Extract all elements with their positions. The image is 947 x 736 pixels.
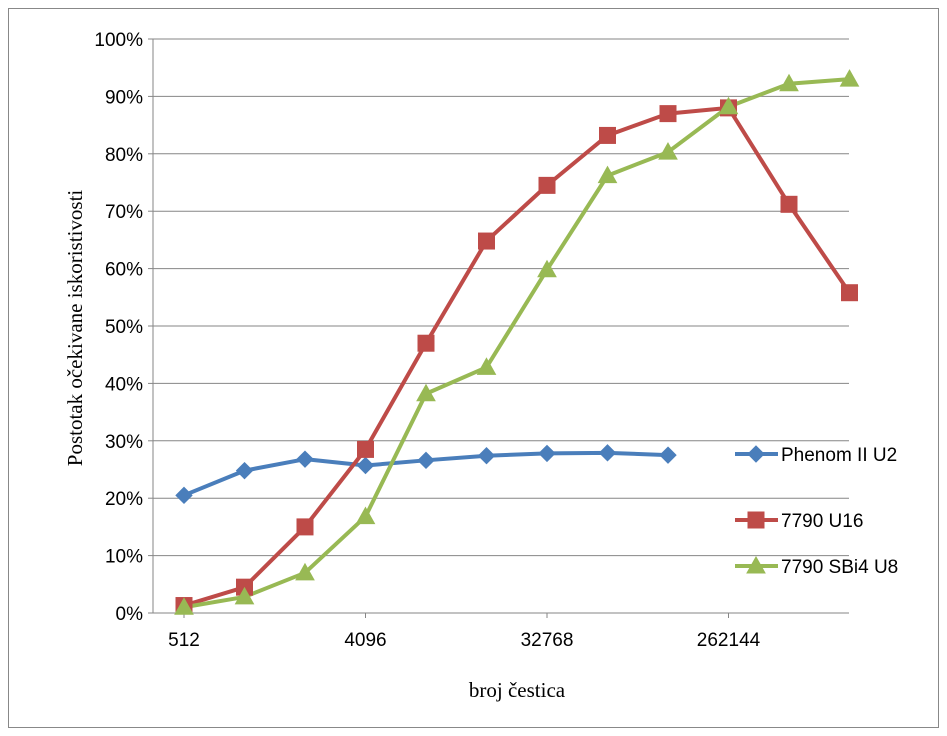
data-point-series-3 [295, 562, 315, 581]
y-tick-label: 30% [105, 432, 143, 453]
data-point-series-3 [416, 383, 436, 402]
gridlines [153, 38, 849, 557]
data-point-series-3 [355, 506, 376, 525]
series-markers [174, 69, 860, 615]
data-point-series-2 [659, 105, 677, 123]
data-point-series-1 [296, 450, 314, 468]
y-tick-label: 60% [105, 260, 143, 281]
x-tick-label: 262144 [697, 630, 761, 651]
series-line-2 [183, 105, 852, 608]
y-axis-title: Postotak očekivane iskoristivosti [63, 190, 87, 467]
data-point-series-1 [175, 486, 193, 505]
y-tick-label: 0% [116, 604, 144, 625]
data-point-series-2 [417, 334, 435, 352]
data-point-series-1 [477, 447, 496, 465]
legend-marker-2 [747, 511, 765, 529]
data-point-series-3 [174, 597, 194, 615]
legend-marker-3 [746, 555, 766, 574]
data-point-series-1 [356, 456, 375, 475]
y-tick-label: 40% [105, 374, 143, 395]
series-line-3 [183, 77, 850, 610]
y-tick-label: 80% [105, 145, 143, 166]
y-tick-label: 100% [94, 30, 143, 51]
data-point-series-2 [357, 440, 374, 458]
y-tick-label: 90% [105, 87, 143, 108]
data-point-series-3 [597, 165, 618, 184]
data-point-series-2 [780, 195, 798, 213]
data-point-series-3 [718, 96, 739, 115]
data-point-series-1 [417, 451, 435, 470]
y-tick-label: 20% [105, 489, 143, 510]
legend-label-1: Phenom II U2 [781, 445, 897, 466]
data-point-series-3 [839, 69, 860, 87]
data-point-series-3 [779, 73, 799, 92]
chart-frame [8, 8, 939, 728]
data-point-series-1 [538, 444, 556, 463]
legend-label-2: 7790 U16 [781, 511, 863, 532]
data-point-series-2 [296, 518, 314, 536]
data-point-series-1 [235, 461, 254, 480]
data-point-series-2 [538, 176, 556, 194]
y-tick-label: 50% [105, 317, 143, 338]
x-tick-label: 4096 [344, 630, 386, 651]
y-tick-label: 70% [105, 202, 143, 223]
x-tick-label: 32768 [521, 630, 574, 651]
data-point-series-3 [234, 586, 255, 605]
axes: 0% 10% 20% 30% 40% 50% 60% 70% 80% 90% 100% 512 4096… [94, 30, 849, 651]
data-point-series-2 [478, 232, 495, 250]
data-point-series-2 [841, 284, 858, 302]
data-point-series-3 [537, 259, 557, 278]
legend: Phenom II U2 7790 U16 7790 SBi4 U8 [735, 445, 898, 578]
data-point-series-3 [658, 142, 678, 160]
data-point-series-1 [598, 444, 617, 462]
y-tick-label: 10% [105, 547, 143, 568]
data-point-series-2 [599, 126, 616, 144]
legend-label-3: 7790 SBi4 U8 [781, 557, 898, 578]
data-point-series-1 [659, 446, 677, 464]
data-point-series-3 [476, 357, 497, 375]
legend-marker-1 [747, 445, 765, 463]
x-axis-title: broj čestica [469, 678, 566, 702]
x-tick-label: 512 [168, 630, 200, 651]
